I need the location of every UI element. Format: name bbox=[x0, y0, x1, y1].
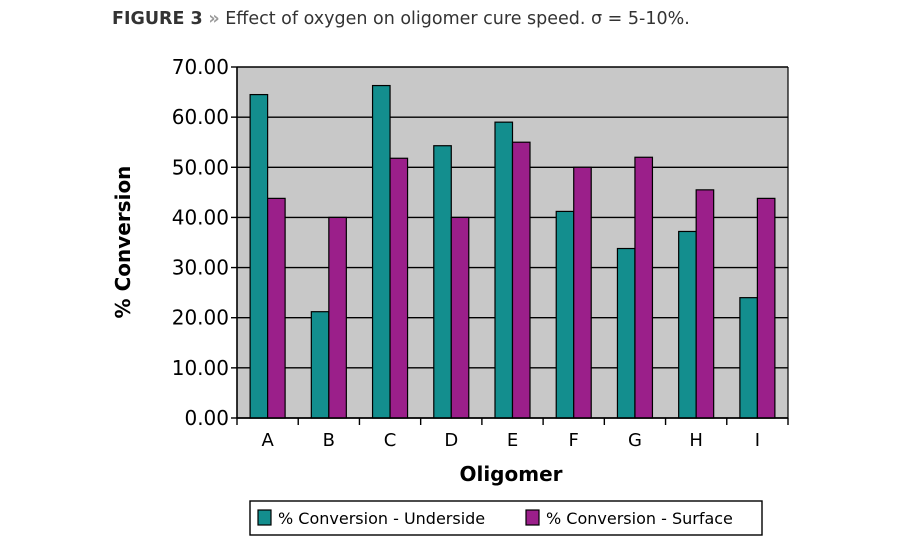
legend-label-surface: % Conversion - Surface bbox=[546, 509, 733, 528]
bar-surface-g bbox=[634, 156, 654, 419]
y-tick-label-3: 30.00 bbox=[172, 256, 229, 280]
x-tick-label-f: F bbox=[569, 430, 579, 451]
axis-labels: 0.00 10.00 20.00 30.00 40.00 50.00 60.00 70.00 A… bbox=[111, 55, 760, 486]
bar-underside-e bbox=[494, 121, 514, 419]
y-tick-label-1: 10.00 bbox=[172, 356, 229, 380]
bar-underside-i bbox=[739, 297, 758, 419]
y-tick-label-0: 0.00 bbox=[184, 406, 229, 430]
x-tick-label-d: D bbox=[444, 430, 458, 451]
y-tick-label-7: 70.00 bbox=[172, 55, 229, 79]
x-tick-label-h: H bbox=[689, 430, 703, 451]
bar-surface-a bbox=[267, 197, 286, 419]
bar-underside-c bbox=[371, 84, 391, 419]
x-tick-label-g: G bbox=[628, 430, 642, 451]
bar-surface-c bbox=[389, 157, 409, 419]
bar-underside-a bbox=[249, 93, 269, 419]
y-tick-label-5: 50.00 bbox=[172, 155, 229, 179]
axes bbox=[231, 66, 789, 425]
figure-separator: » bbox=[208, 9, 220, 29]
x-tick-label-i: I bbox=[755, 430, 760, 451]
bar-underside-h bbox=[678, 230, 697, 419]
bar-underside-d bbox=[433, 145, 452, 419]
x-tick-label-a: A bbox=[261, 430, 274, 451]
legend-swatch-underside bbox=[257, 509, 272, 526]
bars bbox=[249, 84, 776, 419]
bar-surface-d bbox=[450, 216, 470, 419]
figure-label: FIGURE 3 bbox=[112, 9, 203, 29]
x-axis-title: Oligomer bbox=[459, 462, 562, 486]
figure-caption: Effect of oxygen on oligomer cure speed.… bbox=[225, 9, 690, 29]
legend-label-underside: % Conversion - Underside bbox=[278, 509, 485, 528]
y-axis-title: % Conversion bbox=[111, 166, 135, 319]
legend: % Conversion - Underside % Conversion - S… bbox=[249, 500, 763, 536]
legend-swatch-surface bbox=[525, 509, 540, 526]
bar-surface-f bbox=[573, 166, 592, 419]
bar-surface-b bbox=[328, 216, 347, 419]
y-tick-label-2: 20.00 bbox=[172, 306, 229, 330]
x-tick-label-e: E bbox=[507, 430, 518, 451]
y-tick-label-6: 60.00 bbox=[172, 105, 229, 129]
figure-title: FIGURE 3 » Effect of oxygen on oligomer … bbox=[112, 9, 690, 29]
x-tick-label-b: B bbox=[323, 430, 335, 451]
bar-underside-b bbox=[310, 311, 330, 419]
legend-box bbox=[249, 500, 763, 536]
bar-surface-e bbox=[511, 141, 531, 419]
x-tick-label-c: C bbox=[384, 430, 397, 451]
bar-underside-g bbox=[616, 247, 636, 419]
y-tick-label-4: 40.00 bbox=[172, 205, 229, 229]
bar-underside-f bbox=[555, 210, 575, 419]
bar-surface-h bbox=[695, 189, 715, 419]
bar-surface-i bbox=[756, 197, 776, 419]
